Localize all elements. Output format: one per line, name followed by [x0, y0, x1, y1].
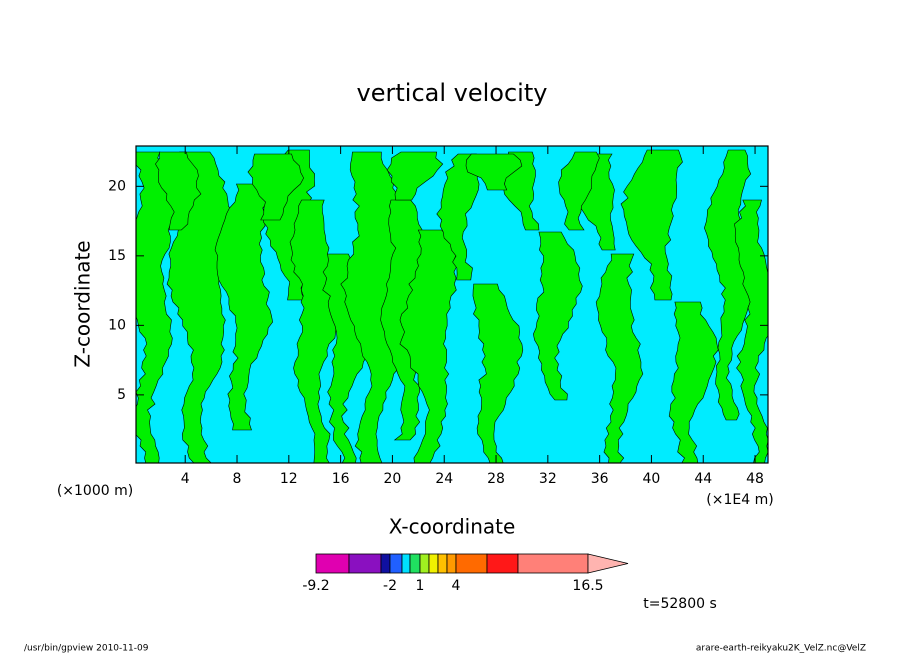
- colorbar-segment: [401, 553, 411, 574]
- colorbar-segment: [315, 553, 350, 574]
- colorbar-label: -2: [383, 578, 397, 594]
- y-tick-label: 20: [108, 178, 126, 194]
- colorbar-segment: [486, 553, 519, 574]
- field-patch: [155, 151, 202, 231]
- field-patch: [399, 229, 458, 463]
- field-patch: [465, 153, 523, 191]
- field-patch: [386, 151, 444, 201]
- field-patch: [668, 301, 719, 463]
- field-group: [136, 146, 768, 463]
- y-axis-label: Z-coordinate: [71, 240, 95, 367]
- x-tick-label: 36: [591, 471, 609, 487]
- colorbar-label: -9.2: [302, 578, 329, 594]
- time-label: t=52800 s: [643, 596, 717, 612]
- colorbar-segment: [409, 553, 421, 574]
- colorbar-segment: [389, 553, 403, 574]
- colorbar-label: 16.5: [572, 578, 603, 594]
- x-tick-label: 44: [694, 471, 712, 487]
- colorbar-segment: [446, 553, 457, 574]
- field-patch: [247, 153, 304, 221]
- colorbar-arrow: [587, 553, 629, 574]
- x-tick-label: 24: [435, 471, 453, 487]
- x-tick-label: 40: [643, 471, 661, 487]
- field-patch: [704, 149, 754, 421]
- y-tick-label: 5: [117, 387, 126, 403]
- y-tick-label: 15: [108, 248, 126, 264]
- x-tick-label: 4: [181, 471, 190, 487]
- x-tick-label: 8: [233, 471, 242, 487]
- x-tick-label: 12: [280, 471, 298, 487]
- x-tick-label: 48: [746, 471, 764, 487]
- x-tick-label: 28: [487, 471, 505, 487]
- x-axis-label: X-coordinate: [389, 515, 516, 539]
- x-tick-label: 20: [384, 471, 402, 487]
- y-unit: (×1000 m): [57, 483, 133, 499]
- field-patch: [595, 253, 644, 463]
- colorbar-segment: [348, 553, 382, 574]
- field-patch: [533, 231, 583, 401]
- y-tick-label: 10: [108, 317, 126, 333]
- footer-left: /usr/bin/gpview 2010-11-09: [24, 644, 149, 654]
- colorbar-segment: [428, 553, 439, 574]
- colorbar-label: 4: [452, 578, 461, 594]
- field-patch: [166, 151, 233, 463]
- colorbar-segment: [437, 553, 448, 574]
- x-tick-label: 32: [539, 471, 557, 487]
- field-patch: [620, 149, 683, 301]
- x-tick-label: 16: [332, 471, 350, 487]
- colorbar-segment: [455, 553, 488, 574]
- x-unit: (×1E4 m): [706, 492, 773, 508]
- colorbar-segment: [380, 553, 391, 574]
- colorbar-label: 1: [416, 578, 425, 594]
- contour-field: [135, 145, 769, 464]
- chart-title: vertical velocity: [357, 79, 548, 107]
- field-patch: [472, 283, 524, 463]
- field-patch: [558, 151, 600, 231]
- plot-frame: [135, 145, 769, 464]
- colorbar-segment: [419, 553, 430, 574]
- colorbar-segment: [517, 553, 589, 574]
- field-patch: [734, 199, 768, 463]
- footer-right: arare-earth-reikyaku2K_VelZ.nc@VelZ: [696, 644, 866, 654]
